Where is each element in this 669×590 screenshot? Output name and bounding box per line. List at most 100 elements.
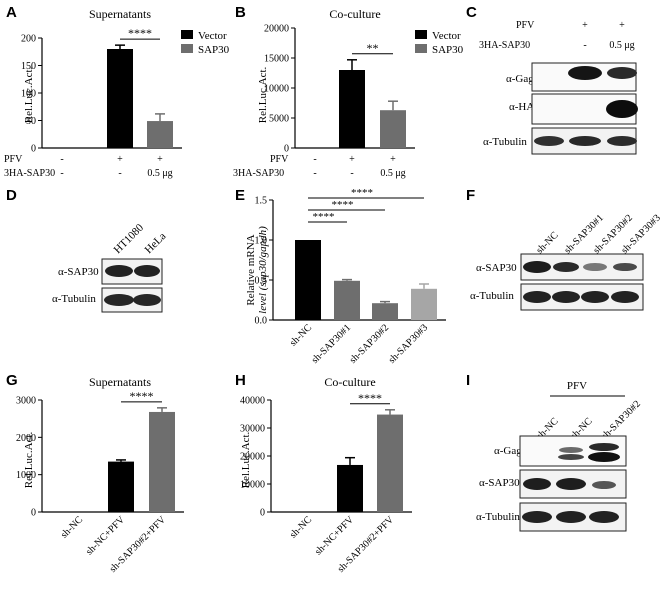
panel-label-g: G [6,372,18,389]
significance-stars: **** [332,199,354,211]
significance-stars: **** [358,391,382,405]
y-tick-label: 40000 [240,396,265,407]
cell-plus: + [619,20,625,31]
y-tick-label: 2000 [16,433,36,444]
bar [411,288,437,320]
lane-label: HeLa [143,230,169,256]
x-tick-label: sh-NC [288,514,314,540]
panel-label-f: F [466,187,475,204]
y-tick-label: 10000 [240,480,265,491]
x-tick-label: sh-NC [288,322,314,348]
chart-g: Supernatants 0 1000 2000 3000 Rel.Luc.Act. sh-… [16,375,184,575]
legend-swatch-vector [181,30,193,39]
legend-swatch-sap30 [181,44,193,53]
significance-stars: ** [367,41,379,55]
bar [334,280,360,320]
cell-plus: + [157,154,163,165]
y-tick-label: 0 [260,508,265,519]
band [134,265,160,277]
chart-e: 0.0 0.5 1.0 1.5 Relative mRNA level (sap30/ga… [245,187,446,366]
band [553,262,579,272]
panel-i: PFV sh-NC sh-NC sh-SAP30#2 α-Gag α-SAP30… [476,380,643,532]
y-axis-label: Rel.Luc.Act. [23,431,35,488]
y-tick-label: 20000 [264,24,289,35]
panel-f: sh-NC sh-SAP30#1 sh-SAP30#2 sh-SAP30#3 α… [470,213,663,311]
y-tick-label: 1000 [16,470,36,481]
band [556,478,586,490]
y-tick-label: 150 [21,61,36,72]
cell-minus: - [60,154,63,165]
y-tick-label: 20000 [240,452,265,463]
x-tick-label: sh-NC+PFV [313,514,357,558]
legend-b: Vector SAP30 [415,30,464,56]
band [607,67,637,79]
blot-label-gag: α-Gag [506,73,534,85]
x-tick-label: sh-SAP30#1 [310,322,354,366]
y-tick-label: 1.0 [255,236,268,247]
blot-label-tubulin: α-Tubulin [52,293,96,305]
band [523,291,551,303]
cell-minus: - [583,40,586,51]
y-tick-label: 0.0 [255,316,268,327]
row-label-pfv: PFV [270,154,289,165]
cell-plus: + [349,154,355,165]
bar [295,240,321,320]
panel-d: HT1080 HeLa α-SAP30 α-Tubulin [52,221,169,313]
chart-title: Supernatants [89,375,151,389]
row-label-3ha: 3HA-SAP30 [233,168,284,179]
y-tick-label: 1.5 [255,196,268,207]
band [611,291,639,303]
band [522,511,552,523]
bar [108,461,134,512]
pfv-header: PFV [567,380,587,392]
significance-stars: **** [351,187,373,199]
legend-label-vector: Vector [432,30,461,42]
blot-label-tubulin: α-Tubulin [476,511,520,523]
band [607,136,637,146]
legend-label-vector: Vector [198,30,227,42]
band [568,66,602,80]
band [133,294,161,306]
bar [380,110,406,148]
chart-h: Co-culture 0 10000 20000 30000 40000 Rel.Luc.A… [240,375,412,575]
band [104,294,134,306]
band [523,478,551,490]
y-axis-label: Rel.Luc.Act. [257,66,269,123]
condition-rows-b: PFV 3HA-SAP30 - + + - - 0.5 μg [233,154,406,179]
panel-label-b: B [235,4,246,21]
bar [337,464,363,512]
band [552,291,580,303]
cell-minus: - [313,154,316,165]
cell-plus: + [390,154,396,165]
row-label-3ha: 3HA-SAP30 [4,168,55,179]
bar [149,411,175,512]
bar [339,70,365,148]
cell-dose: 0.5 μg [609,40,634,51]
band [589,443,619,451]
legend-label-sap30: SAP30 [432,44,464,56]
band [583,263,607,271]
bar [377,414,403,512]
lane-label: HT1080 [112,221,147,256]
significance-stars: **** [313,211,335,223]
cell-dose: 0.5 μg [380,168,405,179]
y-tick-label: 10000 [264,84,289,95]
y-tick-label: 200 [21,34,36,45]
blot-label-gag: α-Gag [494,445,522,457]
panel-c: PFV 3HA-SAP30 + + - 0.5 μg α-Gag α-HA α-… [479,20,638,155]
y-tick-label: 100 [21,89,36,100]
band [569,136,601,146]
band [588,452,620,462]
bar [147,121,173,148]
band [581,291,609,303]
chart-b: Co-culture 0 5000 10000 15000 20000 Rel.Luc.Ac… [257,7,415,155]
y-tick-label: 0 [31,508,36,519]
panel-label-a: A [6,4,17,21]
panel-label-d: D [6,187,17,204]
chart-title: Supernatants [89,7,151,21]
band [606,100,638,118]
blot-label-tubulin: α-Tubulin [483,136,527,148]
bar [107,49,133,148]
panel-label-c: C [466,4,477,21]
blot-label-sap30: α-SAP30 [58,266,99,278]
